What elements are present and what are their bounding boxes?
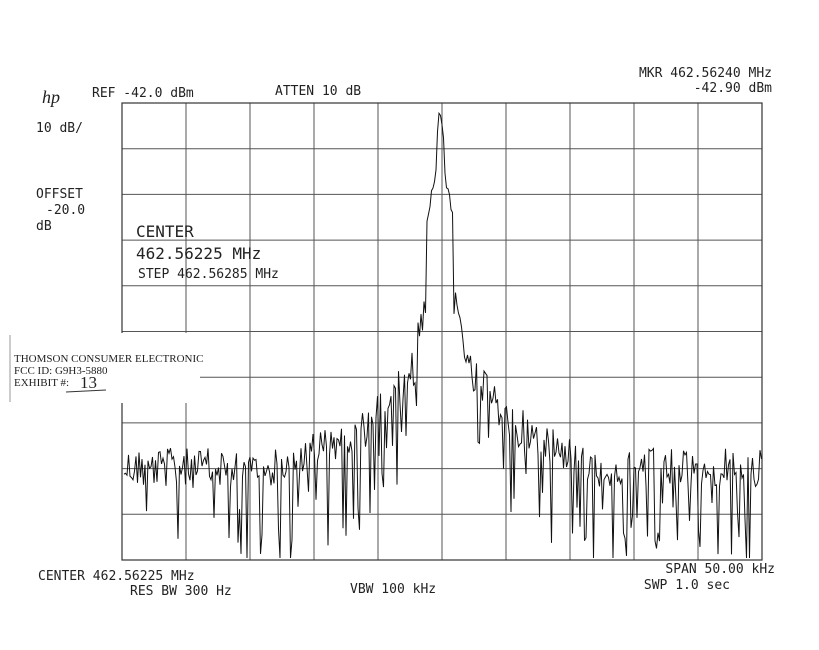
- step: STEP 462.56285 MHz: [138, 267, 279, 282]
- offset-value: -20.0: [46, 203, 85, 218]
- footer-sweep: SWP 1.0 sec: [644, 578, 730, 593]
- marker-level: -42.90 dBm: [694, 81, 772, 96]
- center-label: CENTER: [136, 222, 194, 241]
- spectrum-trace: [123, 111, 762, 559]
- footer-span: SPAN 50.00 kHz: [665, 562, 775, 577]
- ref-level: REF -42.0 dBm: [92, 86, 194, 101]
- hp-logo: hp: [42, 87, 60, 107]
- scale: 10 dB/: [36, 121, 83, 136]
- offset-label: OFFSET: [36, 187, 83, 202]
- offset-unit: dB: [36, 219, 52, 234]
- attenuation: ATTEN 10 dB: [275, 84, 361, 99]
- stamp-fcc-id: FCC ID: G9H3-5880: [14, 365, 108, 377]
- stamp-company: THOMSON CONSUMER ELECTRONIC: [14, 353, 203, 365]
- grid: [122, 103, 762, 560]
- marker-frequency: MKR 462.56240 MHz: [639, 66, 772, 81]
- footer-res-bw: RES BW 300 Hz: [130, 584, 232, 599]
- stamp-exhibit-label: EXHIBIT #:: [14, 377, 69, 389]
- footer-vbw: VBW 100 kHz: [350, 582, 436, 597]
- graticule-frame: [121, 102, 763, 561]
- stamp-underline: [65, 389, 107, 393]
- stamp-background: [10, 333, 200, 403]
- center-frequency: 462.56225 MHz: [136, 244, 261, 263]
- footer-center: CENTER 462.56225 MHz: [38, 569, 195, 584]
- stamp-exhibit-number: 13: [80, 373, 97, 392]
